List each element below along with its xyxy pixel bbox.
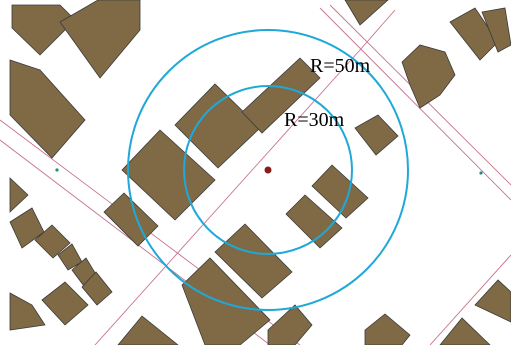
buffer-label-50m: R=50m [310, 55, 371, 77]
building [81, 271, 113, 306]
building [364, 313, 411, 345]
road-line [94, 49, 361, 345]
building [103, 192, 159, 247]
building [181, 257, 271, 345]
building [439, 317, 491, 345]
building [9, 59, 86, 159]
buildings [9, 0, 511, 345]
road-line [359, 9, 396, 51]
building [34, 224, 71, 259]
building [41, 281, 89, 326]
road-line [319, 7, 511, 201]
building [11, 4, 76, 56]
buffer-label-30m: R=30m [284, 109, 345, 131]
building [9, 292, 46, 331]
building [344, 0, 389, 26]
building [241, 57, 321, 134]
building [267, 304, 313, 345]
building [481, 7, 511, 53]
buffer-ring-30m [183, 85, 353, 255]
building [354, 114, 399, 156]
building [285, 194, 343, 249]
building [9, 177, 29, 213]
building [401, 44, 456, 109]
buffer-rings [127, 29, 409, 311]
buffer-ring-50m [127, 29, 409, 311]
road-node [55, 168, 59, 172]
center-point-marker[interactable] [264, 166, 272, 174]
building [474, 279, 511, 323]
road-node [479, 171, 483, 175]
building [214, 223, 293, 299]
building [117, 315, 179, 345]
building [311, 164, 369, 219]
building [59, 0, 141, 79]
road-line [429, 254, 511, 345]
building [121, 129, 216, 221]
